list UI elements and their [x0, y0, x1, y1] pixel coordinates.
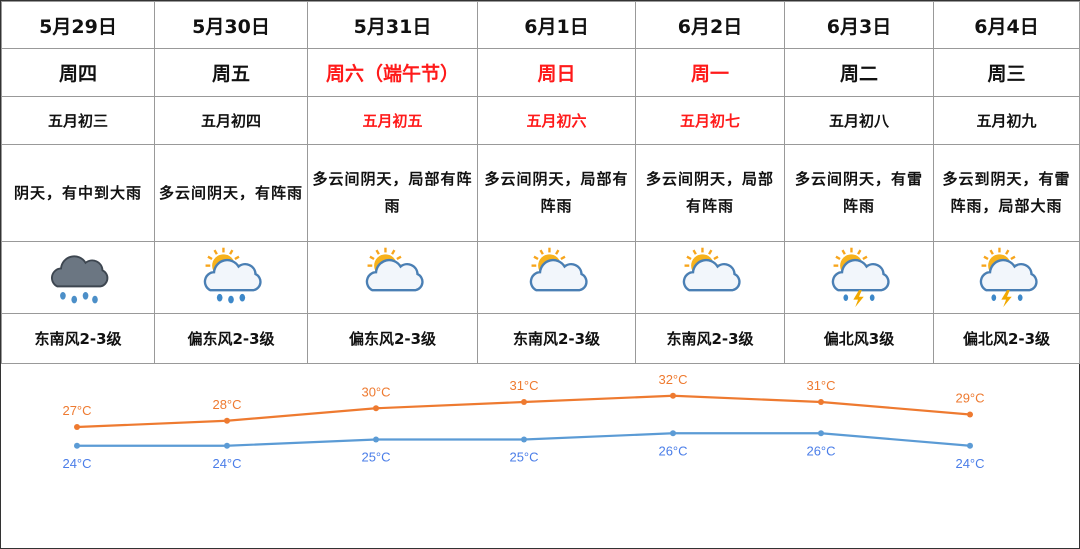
lunar-date-cell: 五月初七 [635, 96, 785, 145]
weekday-cell: 周五 [154, 48, 308, 97]
high-temperature-label: 28°C [212, 397, 241, 412]
weather-description-cell: 多云间阴天，有阵雨 [154, 144, 308, 242]
weather-icon-cell [477, 241, 636, 314]
date-cell: 6月2日 [635, 1, 785, 49]
low-temperature-point [74, 442, 80, 449]
high-temperature-point [224, 417, 230, 424]
wind-cell: 偏北风3级 [784, 313, 934, 364]
low-temperature-label: 24°C [955, 456, 984, 471]
high-temperature-label: 27°C [62, 403, 91, 418]
high-temperature-label: 31°C [806, 378, 835, 393]
lunar-date-cell: 五月初四 [154, 96, 308, 145]
low-temperature-label: 26°C [806, 443, 835, 458]
sun-cloud-icon [674, 247, 746, 313]
wind-cell: 偏东风2-3级 [307, 313, 478, 364]
date-cell: 6月3日 [784, 1, 934, 49]
date-cell: 6月1日 [477, 1, 636, 49]
forecast-table: 5月29日 5月30日 5月31日 6月1日 6月2日 6月3日 6月4日 周四 周五 周六（端… [1, 1, 1080, 364]
lunar-date-cell: 五月初九 [933, 96, 1080, 145]
low-temperature-point [373, 436, 379, 443]
wind-cell: 偏东风2-3级 [154, 313, 308, 364]
weekday-cell: 周三 [933, 48, 1080, 97]
sun-cloud-icon [357, 247, 429, 313]
sun-cloud-icon [521, 247, 593, 313]
weather-description-cell: 多云间阴天，局部有阵雨 [307, 144, 478, 242]
weather-description-cell: 多云间阴天，有雷阵雨 [784, 144, 934, 242]
weather-icon-cell [154, 241, 308, 314]
weather-description-cell: 多云到阴天，有雷阵雨，局部大雨 [933, 144, 1080, 242]
date-cell: 5月29日 [1, 1, 155, 49]
desc-row: 阴天，有中到大雨 多云间阴天，有阵雨 多云间阴天，局部有阵雨 多云间阴天，局部有阵雨多… [1, 144, 1080, 242]
weather-description-cell: 阴天，有中到大雨 [1, 144, 155, 242]
lunar-date-cell: 五月初六 [477, 96, 636, 145]
sun-cloud-thunder-icon [823, 247, 895, 313]
temperature-chart: 27°C 28°C 30°C 31°C 32°C 31°C 29°C 24°C 24°C 25°C… [62, 372, 984, 471]
weekday-cell: 周一 [635, 48, 785, 97]
low-temperature-point [224, 442, 230, 449]
weather-icon-cell [635, 241, 785, 314]
sun-cloud-thunder-icon [971, 247, 1043, 313]
low-temperature-label: 24°C [62, 456, 91, 471]
weather-icon-cell [1, 241, 155, 314]
high-temperature-label: 31°C [509, 378, 538, 393]
high-temperature-point [670, 392, 676, 399]
lunar-date-cell: 五月初三 [1, 96, 155, 145]
weather-description-cell: 多云间阴天，局部有阵雨 [635, 144, 785, 242]
icon-row [1, 241, 1080, 314]
weather-icon-cell [307, 241, 478, 314]
lunar-date-cell: 五月初八 [784, 96, 934, 145]
low-temperature-point [818, 430, 824, 437]
date-cell: 5月31日 [307, 1, 478, 49]
date-cell: 5月30日 [154, 1, 308, 49]
low-temperature-label: 25°C [361, 450, 390, 465]
cloud-heavy-rain-icon [42, 254, 114, 313]
high-temperature-point [967, 411, 973, 418]
wind-cell: 偏北风2-3级 [933, 313, 1080, 364]
weather-description-cell: 多云间阴天，局部有阵雨 [477, 144, 636, 242]
weather-icon-cell [933, 241, 1080, 314]
low-temperature-point [521, 436, 527, 443]
lunar-row: 五月初三 五月初四 五月初五 五月初六 五月初七 五月初八 五月初九 [1, 96, 1080, 145]
low-temperature-point [967, 442, 973, 449]
week-row: 周四 周五 周六（端午节） 周日 周一 周二 周三 [1, 48, 1080, 97]
low-temperature-label: 24°C [212, 456, 241, 471]
high-temperature-point [521, 399, 527, 405]
high-temperature-point [74, 424, 80, 430]
high-temperature-point [373, 405, 379, 412]
lunar-date-cell: 五月初五 [307, 96, 478, 145]
high-temperature-label: 32°C [658, 372, 687, 387]
date-cell: 6月4日 [933, 1, 1080, 49]
weather-icon-cell [784, 241, 934, 314]
high-temperature-label: 29°C [955, 391, 984, 406]
date-row: 5月29日 5月30日 5月31日 6月1日 6月2日 6月3日 6月4日 [1, 1, 1080, 49]
weekday-cell: 周四 [1, 48, 155, 97]
wind-cell: 东南风2-3级 [477, 313, 636, 364]
high-temperature-label: 30°C [361, 384, 390, 399]
weekday-cell: 周六（端午节） [307, 48, 478, 97]
high-temperature-point [818, 399, 824, 405]
low-temperature-label: 26°C [658, 443, 687, 458]
weekday-cell: 周日 [477, 48, 636, 97]
wind-row: 东南风2-3级 偏东风2-3级 偏东风2-3级 东南风2-3级 东南风2-3级 偏北风3级… [1, 313, 1080, 364]
low-temperature-label: 25°C [509, 450, 538, 465]
weekday-cell: 周二 [784, 48, 934, 97]
wind-cell: 东南风2-3级 [1, 313, 155, 364]
sun-cloud-rain-icon [195, 247, 267, 313]
low-temperature-point [670, 430, 676, 437]
wind-cell: 东南风2-3级 [635, 313, 785, 364]
